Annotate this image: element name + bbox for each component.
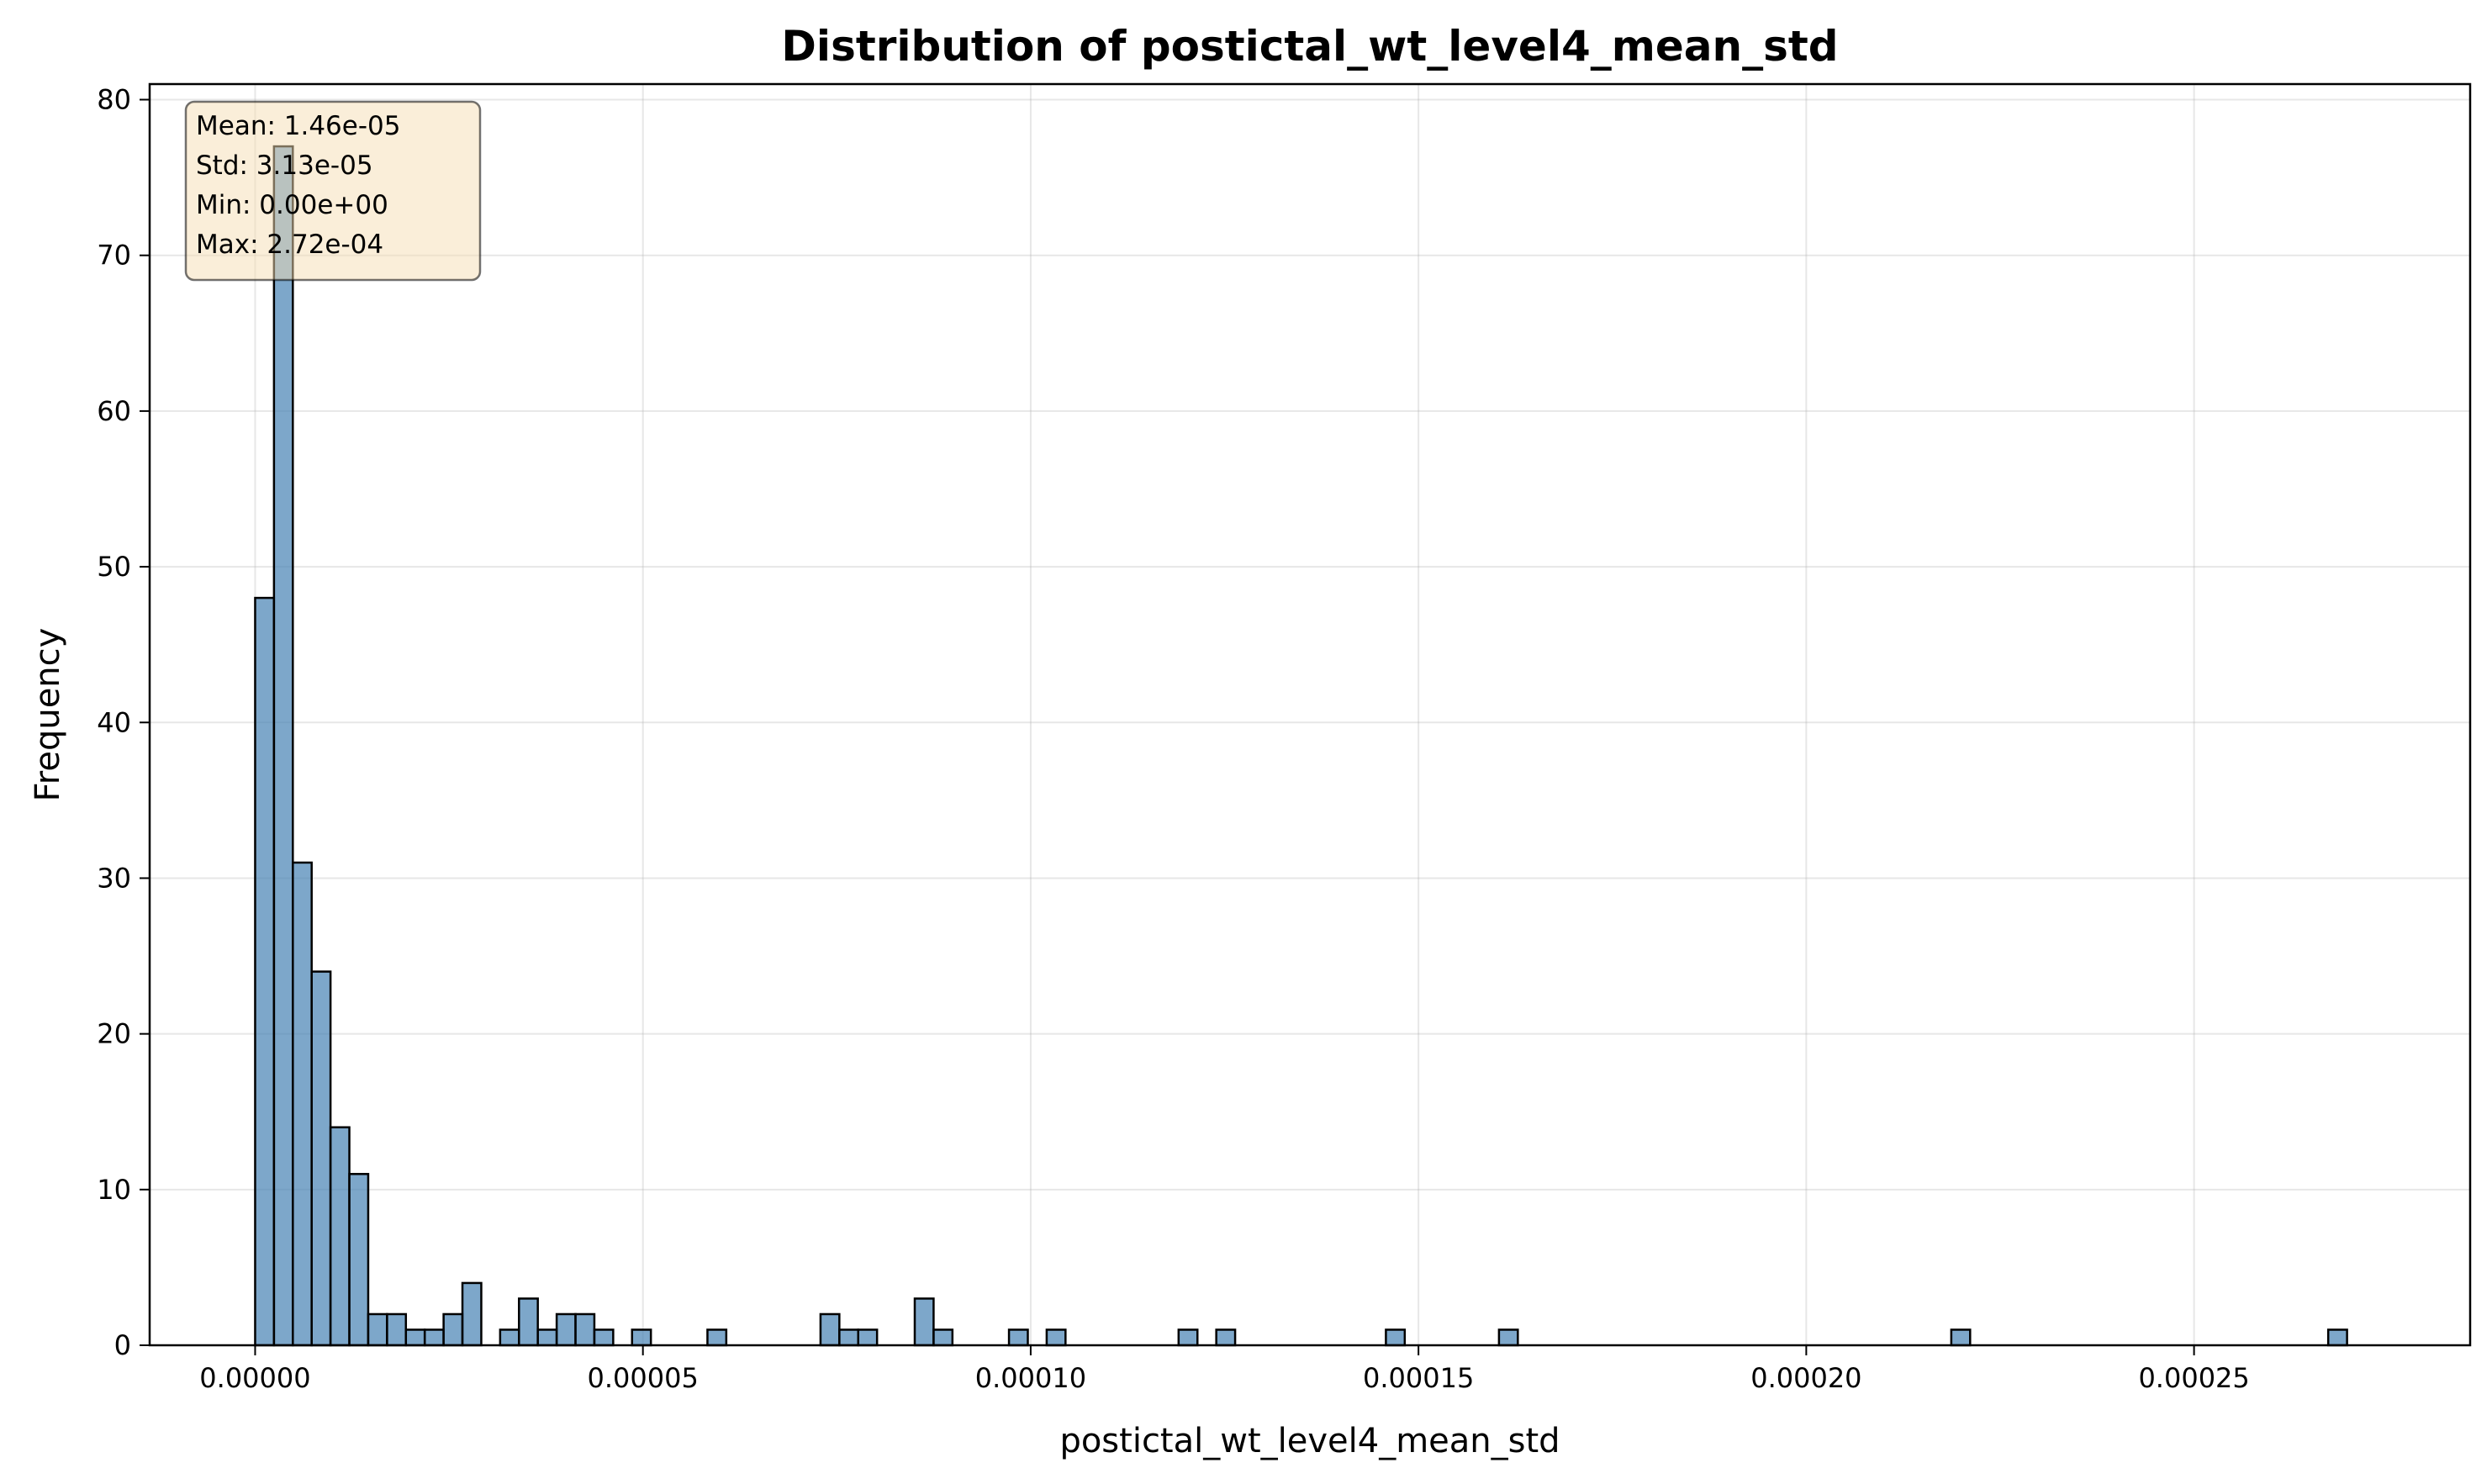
x-axis-ticks: 0.00000 0.00005 0.00010 0.00015 0.00020 0.000… (199, 1345, 2250, 1394)
x-tick-label: 0.00010 (975, 1362, 1086, 1394)
x-tick-label: 0.00005 (588, 1362, 699, 1394)
histogram-bar (329, 1126, 351, 1347)
histogram-bar (310, 970, 332, 1347)
stats-box-background (184, 100, 482, 282)
y-tick-label: 30 (97, 862, 131, 894)
histogram-bar (536, 1328, 558, 1347)
y-tick-label: 80 (97, 84, 131, 116)
x-tick-label: 0.00020 (1750, 1362, 1861, 1394)
histogram-bar (386, 1312, 408, 1347)
histogram-bar (1007, 1328, 1029, 1347)
y-tick-label: 70 (97, 240, 131, 272)
y-axis-ticks: 0 10 20 30 40 50 60 70 80 (97, 84, 150, 1361)
histogram-bar (461, 1281, 483, 1347)
y-tick-label: 40 (97, 706, 131, 738)
y-tick-label: 0 (114, 1329, 131, 1361)
histogram-bar (913, 1297, 935, 1347)
histogram-bar (367, 1312, 388, 1347)
histogram-bar (838, 1328, 860, 1347)
x-axis-label: postictal_wt_level4_mean_std (1059, 1422, 1560, 1460)
histogram-bar (631, 1328, 652, 1347)
y-tick-label: 50 (97, 551, 131, 583)
histogram-bar (1950, 1328, 1972, 1347)
x-tick-label: 0.00000 (199, 1362, 310, 1394)
histogram-bar (2326, 1328, 2348, 1347)
histogram-bar (1177, 1328, 1199, 1347)
stats-box: Mean: 1.46e-05 Std: 3.13e-05 Min: 0.00e+… (184, 100, 482, 282)
histogram-bar (1385, 1328, 1407, 1347)
histogram-bar (254, 596, 276, 1347)
x-tick-label: 0.00025 (2138, 1362, 2249, 1394)
histogram-bar (1215, 1328, 1237, 1347)
histogram-bar (404, 1328, 426, 1347)
histogram-bar (932, 1328, 954, 1347)
chart-title: Distribution of postictal_wt_level4_mean… (781, 22, 1838, 71)
stats-mean: Mean: 1.46e-05 (196, 111, 401, 141)
bars (254, 145, 2348, 1347)
histogram-bar (518, 1297, 539, 1347)
histogram-bar (593, 1328, 615, 1347)
plot-frame (148, 82, 2472, 1347)
histogram-bar (272, 145, 294, 1347)
histogram-bar (1045, 1328, 1067, 1347)
stats-min: Min: 0.00e+00 (196, 190, 388, 220)
histogram-bar (442, 1312, 464, 1347)
histogram-bar (819, 1312, 841, 1347)
y-axis-label: Frequency (29, 628, 67, 802)
stats-std: Std: 3.13e-05 (196, 151, 373, 181)
histogram-bar (555, 1312, 577, 1347)
histogram-bar (706, 1328, 728, 1347)
histogram-bar (423, 1328, 445, 1347)
histogram-bar (348, 1173, 370, 1347)
y-tick-label: 20 (97, 1018, 131, 1050)
y-tick-label: 60 (97, 395, 131, 427)
histogram-bar (574, 1312, 596, 1347)
stats-max: Max: 2.72e-04 (196, 230, 383, 260)
x-tick-label: 0.00015 (1363, 1362, 1474, 1394)
histogram-bar (857, 1328, 879, 1347)
histogram-bar (292, 861, 313, 1347)
histogram-bar (1497, 1328, 1519, 1347)
histogram-bar (499, 1328, 520, 1347)
y-tick-label: 10 (97, 1174, 131, 1206)
grid (150, 84, 2470, 1346)
